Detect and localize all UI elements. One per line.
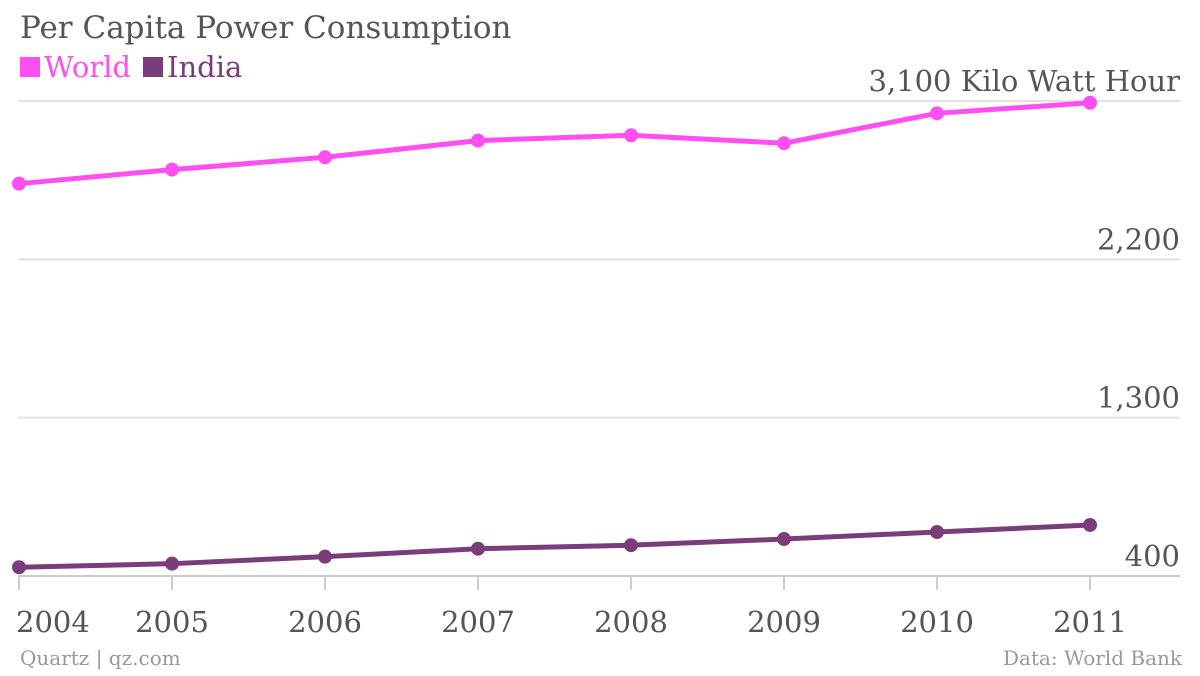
x-tick-label: 2010	[900, 605, 974, 639]
x-tick-label: 2009	[747, 605, 821, 639]
data-point-india	[1083, 517, 1097, 532]
y-tick-label: 400	[1125, 539, 1180, 573]
data-point-world	[318, 150, 332, 165]
data-point-world	[471, 133, 485, 148]
legend-label-world: World	[44, 50, 131, 84]
legend-item-world: World	[20, 50, 131, 84]
chart-title: Per Capita Power Consumption	[20, 10, 512, 46]
data-point-india	[624, 538, 638, 553]
data-source: Data: World Bank	[1003, 646, 1182, 670]
data-point-india	[930, 525, 944, 540]
series-line-world	[16, 100, 1093, 187]
x-tick-label: 2005	[135, 605, 209, 639]
data-point-world	[624, 128, 638, 143]
legend-item-india: India	[143, 50, 242, 84]
x-tick-label: 2007	[441, 605, 515, 639]
data-point-world	[165, 162, 179, 177]
data-point-world	[930, 106, 944, 121]
data-point-india	[471, 541, 485, 556]
x-tick-label: 2011	[1053, 605, 1127, 639]
series-line-india	[16, 522, 1093, 570]
data-point-india	[165, 556, 179, 571]
data-point-india	[318, 549, 332, 564]
chart-legend: World India	[20, 50, 254, 84]
x-tick-label: 2008	[594, 605, 668, 639]
data-point-world	[12, 176, 26, 191]
x-tick-label: 2004	[16, 605, 90, 639]
y-tick-label: 1,300	[1097, 381, 1180, 415]
source-credit: Quartz | qz.com	[20, 646, 181, 670]
data-point-world	[1083, 95, 1097, 110]
data-point-world	[777, 136, 791, 151]
y-tick-label: 2,200	[1097, 222, 1180, 256]
data-point-india	[777, 532, 791, 547]
legend-swatch-india	[143, 57, 163, 77]
legend-swatch-world	[20, 57, 40, 77]
data-point-india	[12, 560, 26, 575]
y-tick-label: 3,100 Kilo Watt Hour	[868, 64, 1180, 98]
x-tick-label: 2006	[288, 605, 362, 639]
legend-label-india: India	[167, 50, 243, 84]
